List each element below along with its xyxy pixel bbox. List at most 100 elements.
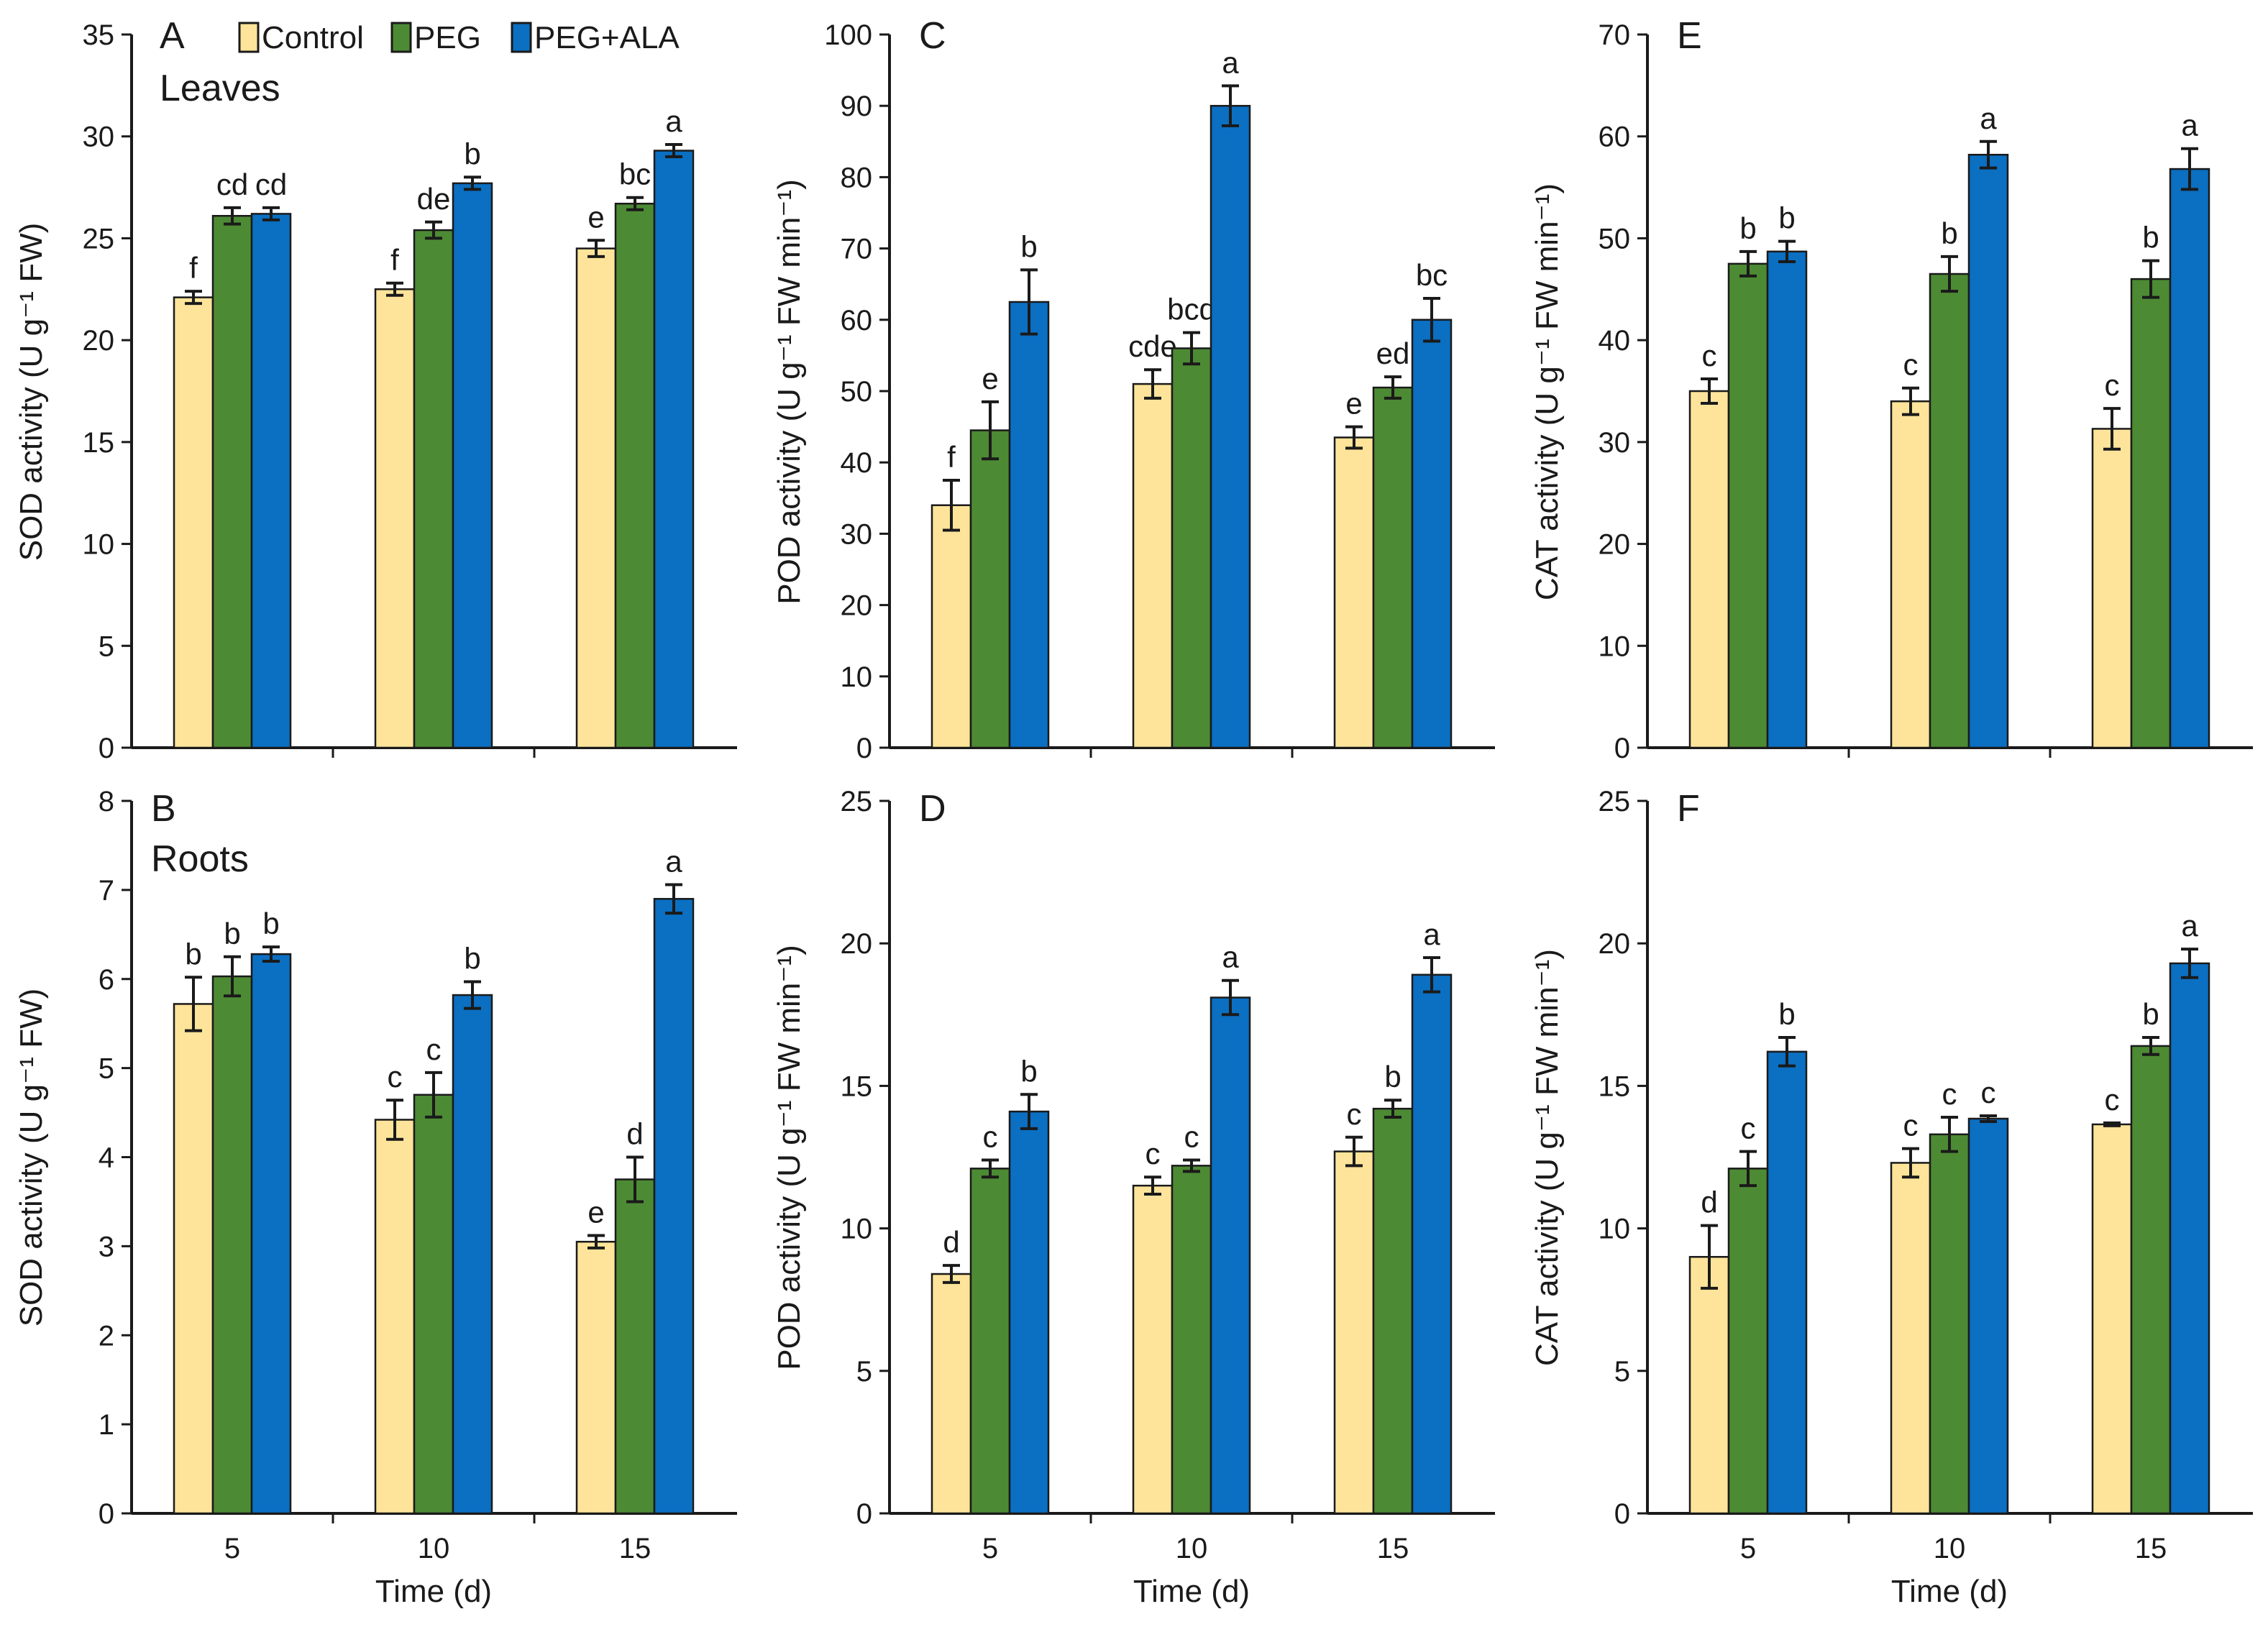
bar-b (575, 1240, 617, 1515)
significance-letter-a: f (189, 251, 198, 285)
bar-e (2169, 168, 2210, 749)
significance-letter-a: de (417, 182, 451, 216)
y-tick-label-d: 5 (856, 1356, 872, 1388)
significance-letter-e: a (2181, 109, 2198, 142)
significance-letter-a: cd (216, 168, 248, 201)
bar-c (1171, 347, 1212, 749)
significance-letter-e: c (1903, 348, 1919, 382)
ylabel-panel-e: CAT activity (U g⁻¹ FW min⁻¹) (1529, 183, 1565, 600)
bar-a (250, 213, 292, 749)
bar-d (1333, 1150, 1375, 1515)
y-tick-label-b: 2 (99, 1320, 114, 1352)
bar-a (173, 296, 214, 749)
significance-letter-d: a (1222, 940, 1239, 974)
y-tick-label-d: 10 (841, 1214, 873, 1245)
significance-letter-e: c (2105, 368, 2120, 402)
bar-a (452, 182, 493, 749)
significance-letter-e: c (1702, 339, 1717, 372)
bar-b (413, 1094, 454, 1515)
x-tick-label-d: 10 (1176, 1533, 1208, 1564)
significance-letter-e: a (1980, 101, 1997, 135)
bar-c (1210, 104, 1251, 749)
bar-b (374, 1119, 416, 1515)
significance-letter-b: b (185, 937, 201, 971)
bar-f (1967, 1117, 2009, 1515)
bar-f (1727, 1168, 1769, 1515)
ylabel-panel-d: POD activity (U g⁻¹ FW min⁻¹) (772, 945, 807, 1370)
bar-f (1766, 1050, 1808, 1515)
significance-letter-d: b (1020, 1054, 1037, 1088)
bar-b (653, 898, 695, 1515)
bar-b (614, 1178, 656, 1515)
legend-swatch-peg-ala (511, 22, 532, 53)
bar-d (1210, 996, 1251, 1515)
legend-label-peg: PEG (414, 20, 481, 55)
panel-b-letter: B (151, 788, 176, 830)
y-tick-label-b: 8 (99, 786, 114, 817)
y-tick-label-d: 20 (841, 928, 873, 960)
significance-letter-f: c (1903, 1109, 1919, 1142)
significance-letter-b: a (665, 844, 682, 878)
y-tick-label-a: 20 (83, 325, 115, 357)
significance-letter-f: b (2142, 997, 2159, 1031)
y-tick-label-a: 35 (83, 19, 115, 51)
y-tick-label-d: 25 (841, 786, 873, 817)
significance-letter-d: d (943, 1225, 959, 1259)
y-tick-label-a: 25 (83, 223, 115, 255)
xlabel-left: Time (d) (375, 1574, 492, 1609)
significance-letter-b: c (388, 1060, 403, 1094)
significance-letter-f: a (2181, 909, 2198, 943)
significance-letter-c: e (1345, 387, 1362, 421)
significance-letter-b: b (464, 941, 480, 975)
bar-d (1008, 1110, 1050, 1515)
bar-f (2169, 962, 2210, 1515)
significance-letter-c: e (982, 362, 998, 395)
x-tick-label-f: 15 (2135, 1533, 2167, 1564)
bar-f (1688, 1255, 1730, 1515)
bar-e (1688, 390, 1730, 749)
y-tick-label-f: 20 (1599, 928, 1631, 960)
bar-c (1008, 301, 1050, 749)
bar-c (1372, 386, 1414, 749)
y-tick-label-a: 5 (99, 631, 114, 662)
bar-f (1890, 1162, 1931, 1515)
y-tick-label-e: 70 (1599, 19, 1631, 51)
bar-e (1929, 272, 1970, 749)
significance-letter-c: b (1020, 229, 1037, 263)
significance-letter-f: c (1741, 1111, 1756, 1145)
y-tick-label-c: 50 (841, 376, 873, 408)
y-tick-label-c: 70 (841, 234, 873, 265)
xlabel-right: Time (d) (1891, 1574, 2008, 1609)
panel-f-letter: F (1677, 788, 1700, 830)
significance-letter-b: b (224, 917, 240, 950)
bar-a (653, 150, 695, 749)
y-tick-label-d: 0 (856, 1498, 872, 1530)
y-tick-label-e: 50 (1599, 223, 1631, 255)
significance-letter-c: a (1222, 45, 1239, 79)
y-tick-label-e: 20 (1599, 529, 1631, 561)
bar-c (930, 504, 972, 749)
x-tick-label-b: 10 (418, 1533, 450, 1564)
y-tick-label-c: 0 (856, 733, 872, 764)
significance-letter-d: c (1146, 1137, 1161, 1170)
x-tick-label-b: 15 (619, 1533, 651, 1564)
significance-letter-e: b (1941, 216, 1957, 250)
y-tick-label-c: 40 (841, 447, 873, 479)
significance-letter-d: b (1384, 1060, 1401, 1094)
significance-letter-f: c (2105, 1083, 2120, 1117)
y-tick-label-b: 5 (99, 1053, 114, 1085)
legend-label-control: Control (262, 20, 364, 55)
significance-letter-d: a (1423, 917, 1440, 951)
y-tick-label-b: 1 (99, 1409, 114, 1441)
significance-letter-d: c (983, 1119, 998, 1153)
significance-letter-d: c (1347, 1097, 1362, 1131)
bar-d (1411, 973, 1453, 1515)
significance-letter-c: bcd (1167, 293, 1216, 326)
y-tick-label-f: 0 (1614, 1498, 1630, 1530)
y-tick-label-a: 0 (99, 733, 114, 764)
y-tick-label-d: 15 (841, 1071, 873, 1102)
